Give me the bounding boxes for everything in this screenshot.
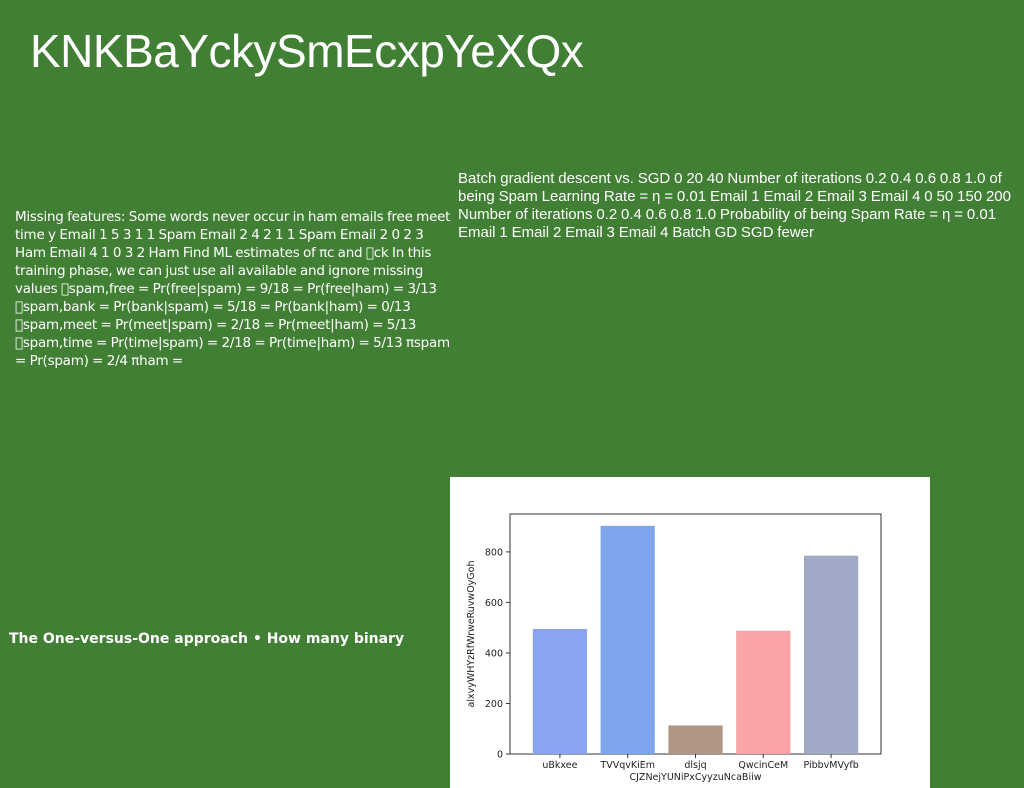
- bar: [803, 555, 859, 754]
- y-tick-label: 800: [485, 547, 503, 558]
- missing-features-text: Missing features: Some words never occur…: [15, 209, 451, 369]
- y-axis-label: alxvyWHYzRfWrweRuvwOyGoh: [466, 561, 477, 708]
- x-tick-label: dlsjq: [684, 760, 706, 771]
- y-tick-label: 0: [497, 750, 503, 761]
- slide-title: KNKBaYckySmEcxpYeXQx: [30, 25, 584, 77]
- gradient-descent-text: Batch gradient descent vs. SGD 0 20 40 N…: [458, 170, 1011, 241]
- bar: [668, 725, 723, 754]
- bar: [600, 525, 655, 754]
- x-tick-label: PibbvMVyfb: [803, 760, 858, 771]
- x-tick-label: TVVqvKiEm: [599, 760, 655, 771]
- y-tick-label: 200: [485, 699, 503, 710]
- bar-chart: 0 200 400 600 800 uBkxee TVVqvKiEm dlsjq QwcinCe…: [466, 513, 882, 783]
- bar-chart-figure: 0 200 400 600 800 uBkxee TVVqvKiEm dlsjq QwcinCe…: [450, 477, 930, 788]
- one-vs-one-text: The One-versus-One approach • How many b…: [9, 631, 405, 647]
- x-tick-label: uBkxee: [542, 760, 577, 771]
- bar: [532, 628, 588, 754]
- y-tick-label: 400: [485, 648, 503, 659]
- y-tick-label: 600: [485, 598, 503, 609]
- x-axis-label: CJZNejYUNiPxCyyzuNcaBiiw: [630, 772, 762, 783]
- x-tick-label: QwcinCeM: [738, 760, 788, 771]
- bar: [736, 630, 791, 754]
